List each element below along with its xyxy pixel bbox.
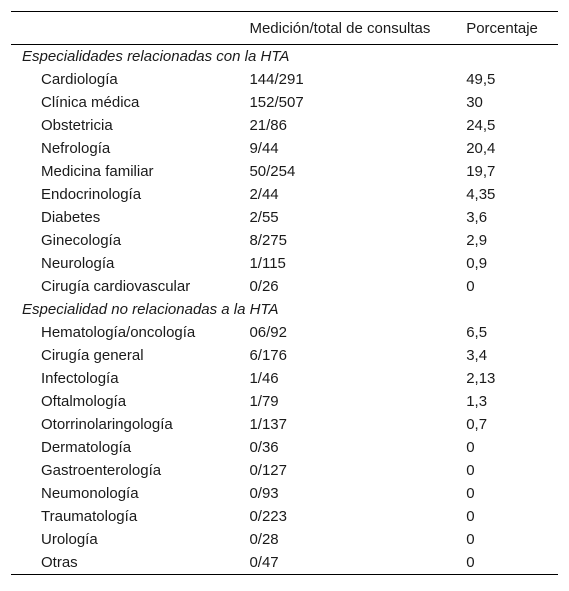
section-title: Especialidad no relacionadas a la HTA (22, 301, 279, 318)
percentage-cell: 1,3 (466, 393, 488, 410)
table-row: Obstetricia 21/86 24,5 (11, 114, 558, 137)
percentage-cell: 4,35 (466, 186, 496, 203)
percentage-cell: 24,5 (466, 117, 496, 134)
table-row: Traumatología 0/223 0 (11, 505, 558, 528)
measurement-cell: 6/176 (249, 347, 287, 364)
percentage-cell: 0 (466, 485, 475, 502)
measurement-cell: 1/115 (249, 255, 286, 272)
table-row: Neumonología 0/93 0 (11, 482, 558, 505)
measurement-cell: 21/86 (249, 117, 287, 134)
table-row: Urología 0/28 0 (11, 528, 558, 551)
specialty-cell: Neurología (41, 255, 115, 272)
specialty-cell: Traumatología (41, 508, 138, 525)
percentage-cell: 19,7 (466, 163, 496, 180)
percentage-cell: 3,4 (466, 347, 488, 364)
section-title: Especialidades relacionadas con la HTA (22, 48, 290, 65)
specialty-cell: Neumonología (41, 485, 139, 502)
table-row: Neurología 1/115 0,9 (11, 252, 558, 275)
header-measurement: Medición/total de consultas (249, 19, 431, 37)
table-row: Dermatología 0/36 0 (11, 436, 558, 459)
percentage-cell: 0,7 (466, 416, 488, 433)
specialty-cell: Endocrinología (41, 186, 142, 203)
measurement-cell: 2/55 (249, 209, 279, 226)
measurement-cell: 0/26 (249, 278, 279, 295)
table-row: Otras 0/47 0 (11, 551, 558, 575)
measurement-cell: 0/93 (249, 485, 279, 502)
data-table-container: Medición/total de consultas Porcentaje E… (11, 11, 558, 575)
measurement-cell: 50/254 (249, 163, 296, 180)
table-row: Oftalmología 1/79 1,3 (11, 390, 558, 413)
measurement-cell: 06/92 (249, 324, 287, 341)
measurement-cell: 0/223 (249, 508, 287, 525)
specialty-cell: Medicina familiar (41, 163, 154, 180)
measurement-cell: 144/291 (249, 71, 304, 88)
specialty-cell: Gastroenterología (41, 462, 162, 479)
measurement-cell: 1/79 (249, 393, 279, 410)
specialty-cell: Diabetes (41, 209, 101, 226)
table-row: Clínica médica 152/507 30 (11, 91, 558, 114)
measurement-cell: 152/507 (249, 94, 304, 111)
measurement-cell: 0/47 (249, 554, 279, 571)
table-row: Ginecología 8/275 2,9 (11, 229, 558, 252)
table-row: Gastroenterología 0/127 0 (11, 459, 558, 482)
percentage-cell: 0 (466, 278, 475, 295)
measurement-cell: 9/44 (249, 140, 279, 157)
table-row: Cardiología 144/291 49,5 (11, 68, 558, 91)
table-row: Medicina familiar 50/254 19,7 (11, 160, 558, 183)
specialty-cell: Cirugía cardiovascular (41, 278, 191, 295)
specialty-cell: Otras (41, 554, 78, 571)
specialty-cell: Cardiología (41, 71, 118, 88)
specialty-cell: Infectología (41, 370, 119, 387)
measurement-cell: 0/36 (249, 439, 279, 456)
table-row: Nefrología 9/44 20,4 (11, 137, 558, 160)
percentage-cell: 0 (466, 508, 475, 525)
measurement-cell: 8/275 (249, 232, 287, 249)
measurement-cell: 2/44 (249, 186, 279, 203)
table-row: Diabetes 2/55 3,6 (11, 206, 558, 229)
specialty-cell: Cirugía general (41, 347, 144, 364)
table-row: Hematología/oncología 06/92 6,5 (11, 321, 558, 344)
measurement-cell: 0/28 (249, 531, 279, 548)
measurement-cell: 1/46 (249, 370, 279, 387)
percentage-cell: 3,6 (466, 209, 488, 226)
section-header-row: Especialidad no relacionadas a la HTA (11, 298, 558, 321)
percentage-cell: 0,9 (466, 255, 488, 272)
specialty-cell: Ginecología (41, 232, 122, 249)
percentage-cell: 49,5 (466, 71, 496, 88)
section-header-row: Especialidades relacionadas con la HTA (11, 45, 558, 69)
specialty-cell: Dermatología (41, 439, 132, 456)
specialty-cell: Hematología/oncología (41, 324, 196, 341)
percentage-cell: 0 (466, 439, 475, 456)
table-row: Otorrinolaringología 1/137 0,7 (11, 413, 558, 436)
specialties-table: Medición/total de consultas Porcentaje E… (11, 11, 558, 575)
percentage-cell: 0 (466, 462, 475, 479)
percentage-cell: 30 (466, 94, 483, 111)
table-header-row: Medición/total de consultas Porcentaje (11, 11, 558, 45)
specialty-cell: Urología (41, 531, 98, 548)
table-row: Cirugía general 6/176 3,4 (11, 344, 558, 367)
table-row: Endocrinología 2/44 4,35 (11, 183, 558, 206)
header-specialty (11, 12, 248, 45)
measurement-cell: 1/137 (249, 416, 287, 433)
table-body: Especialidades relacionadas con la HTA Ca… (11, 45, 558, 575)
table-row: Cirugía cardiovascular 0/26 0 (11, 275, 558, 298)
specialty-cell: Oftalmología (41, 393, 127, 410)
percentage-cell: 6,5 (466, 324, 488, 341)
specialty-cell: Nefrología (41, 140, 111, 157)
percentage-cell: 0 (466, 531, 475, 548)
percentage-cell: 2,13 (466, 370, 496, 387)
measurement-cell: 0/127 (249, 462, 287, 479)
specialty-cell: Otorrinolaringología (41, 416, 173, 433)
percentage-cell: 2,9 (466, 232, 488, 249)
percentage-cell: 0 (466, 554, 475, 571)
percentage-cell: 20,4 (466, 140, 496, 157)
specialty-cell: Obstetricia (41, 117, 113, 134)
table-row: Infectología 1/46 2,13 (11, 367, 558, 390)
specialty-cell: Clínica médica (41, 94, 140, 111)
header-percentage: Porcentaje (466, 19, 538, 37)
